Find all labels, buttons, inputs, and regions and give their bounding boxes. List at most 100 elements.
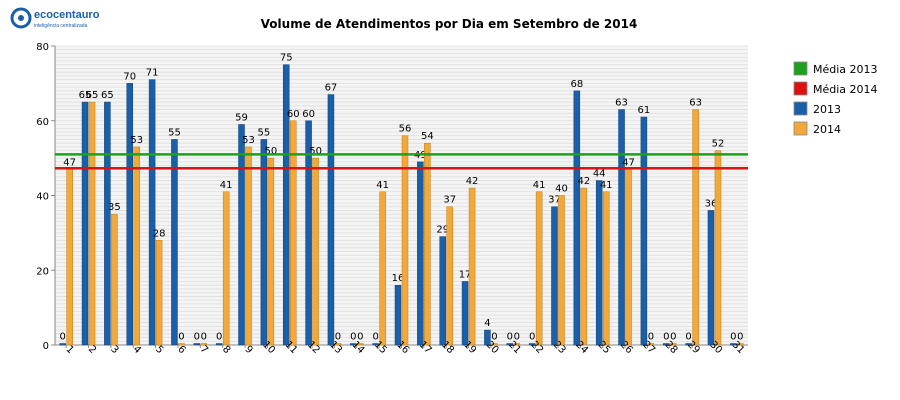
data-label: 17 <box>459 269 472 280</box>
bar-2014-9 <box>245 146 252 346</box>
bar-2014-25 <box>602 191 610 346</box>
legend-swatch <box>793 61 808 76</box>
bar-2014-29 <box>692 109 699 346</box>
brand-tagline: inteligência centralizada <box>34 23 88 29</box>
data-label: 63 <box>689 98 702 109</box>
legend-entry: 2013 <box>813 103 841 116</box>
data-label: 0 <box>670 332 676 343</box>
data-label: 0 <box>59 332 65 343</box>
data-label: 47 <box>63 157 76 168</box>
legend-swatch <box>793 101 808 116</box>
bar-2013-31 <box>730 343 737 346</box>
data-label: 0 <box>357 332 363 343</box>
data-label: 40 <box>555 184 568 195</box>
data-label: 68 <box>570 79 583 90</box>
bar-2013-9 <box>238 124 245 346</box>
data-label: 0 <box>663 332 669 343</box>
bar-2014-8 <box>222 191 230 346</box>
y-tick-label: 20 <box>36 266 49 277</box>
data-label: 41 <box>220 180 233 191</box>
chart-title: Volume de Atendimentos por Dia em Setemb… <box>261 17 638 31</box>
legend: Média 2013 Média 2014 2013 2014 <box>793 61 878 136</box>
data-label: 42 <box>466 176 479 187</box>
bar-2013-13 <box>327 94 335 346</box>
x-tick-label: 3 <box>108 344 120 356</box>
data-label: 0 <box>491 332 497 343</box>
bar-2013-26 <box>618 109 625 346</box>
y-tick-label: 80 <box>36 42 49 53</box>
data-label: 37 <box>443 195 456 206</box>
data-label: 65 <box>86 90 99 101</box>
bar-2013-29 <box>685 343 692 346</box>
bar-2014-10 <box>267 157 275 346</box>
bar-2013-28 <box>663 343 670 346</box>
data-label: 35 <box>108 202 121 213</box>
bar-2013-25 <box>595 180 603 346</box>
bar-2014-19 <box>468 187 476 346</box>
bar-2014-16 <box>401 135 409 346</box>
bar-2014-2 <box>88 101 96 346</box>
data-label: 0 <box>648 332 654 343</box>
legend-swatch <box>793 121 808 136</box>
bar-2014-15 <box>379 191 386 346</box>
logo-icon <box>10 7 32 29</box>
data-label: 44 <box>593 169 606 180</box>
data-label: 55 <box>168 127 181 138</box>
data-label: 0 <box>730 332 736 343</box>
data-label: 75 <box>280 53 293 64</box>
data-label: 47 <box>622 157 635 168</box>
bar-2013-12 <box>305 120 312 346</box>
bar-2013-4 <box>126 83 133 346</box>
y-tick-label: 60 <box>36 117 49 128</box>
data-label: 53 <box>130 135 143 146</box>
bar-2014-24 <box>580 187 588 346</box>
data-label: 59 <box>235 112 248 123</box>
bar-2013-30 <box>707 210 715 346</box>
bar-2014-26 <box>625 169 632 346</box>
bar-2013-8 <box>215 343 223 346</box>
data-label: 53 <box>242 135 255 146</box>
data-label: 37 <box>548 195 561 206</box>
data-label: 28 <box>153 228 166 239</box>
data-label: 0 <box>514 332 520 343</box>
bar-2013-23 <box>551 206 558 346</box>
x-tick-label: 2 <box>86 344 98 356</box>
data-label: 60 <box>302 109 315 120</box>
data-label: 29 <box>436 225 449 236</box>
data-label: 52 <box>712 139 725 150</box>
bar-2013-19 <box>461 281 469 346</box>
data-label: 61 <box>638 105 651 116</box>
x-tick-label: 1 <box>64 344 76 356</box>
data-label: 0 <box>737 332 743 343</box>
data-label: 71 <box>146 68 159 79</box>
data-label: 70 <box>123 71 136 82</box>
legend-entry: 2014 <box>813 123 841 136</box>
legend-entry: Média 2013 <box>813 63 878 76</box>
bar-2013-3 <box>104 101 111 346</box>
data-label: 0 <box>507 332 513 343</box>
bar-2013-16 <box>394 284 402 346</box>
bar-2014-23 <box>558 195 565 346</box>
brand-name: ecocentauro <box>34 9 100 21</box>
bar-2013-10 <box>260 139 268 346</box>
bar-2013-5 <box>148 79 156 346</box>
bar-2014-4 <box>133 146 140 346</box>
bar-2014-12 <box>312 157 319 346</box>
legend-entry: Média 2014 <box>813 83 878 96</box>
bar-2014-5 <box>155 240 163 346</box>
data-label: 36 <box>705 198 718 209</box>
data-label: 0 <box>350 332 356 343</box>
data-label: 41 <box>533 180 546 191</box>
data-label: 42 <box>577 176 590 187</box>
data-label: 50 <box>265 146 278 157</box>
x-tick-label: 7 <box>198 344 210 356</box>
bar-2014-6 <box>178 343 185 346</box>
data-label: 0 <box>372 332 378 343</box>
bar-2014-13 <box>334 343 342 346</box>
data-label: 56 <box>399 124 412 135</box>
data-label: 0 <box>685 332 691 343</box>
bar-2014-7 <box>200 343 208 346</box>
bar-2014-14 <box>357 343 364 346</box>
data-label: 41 <box>376 180 389 191</box>
